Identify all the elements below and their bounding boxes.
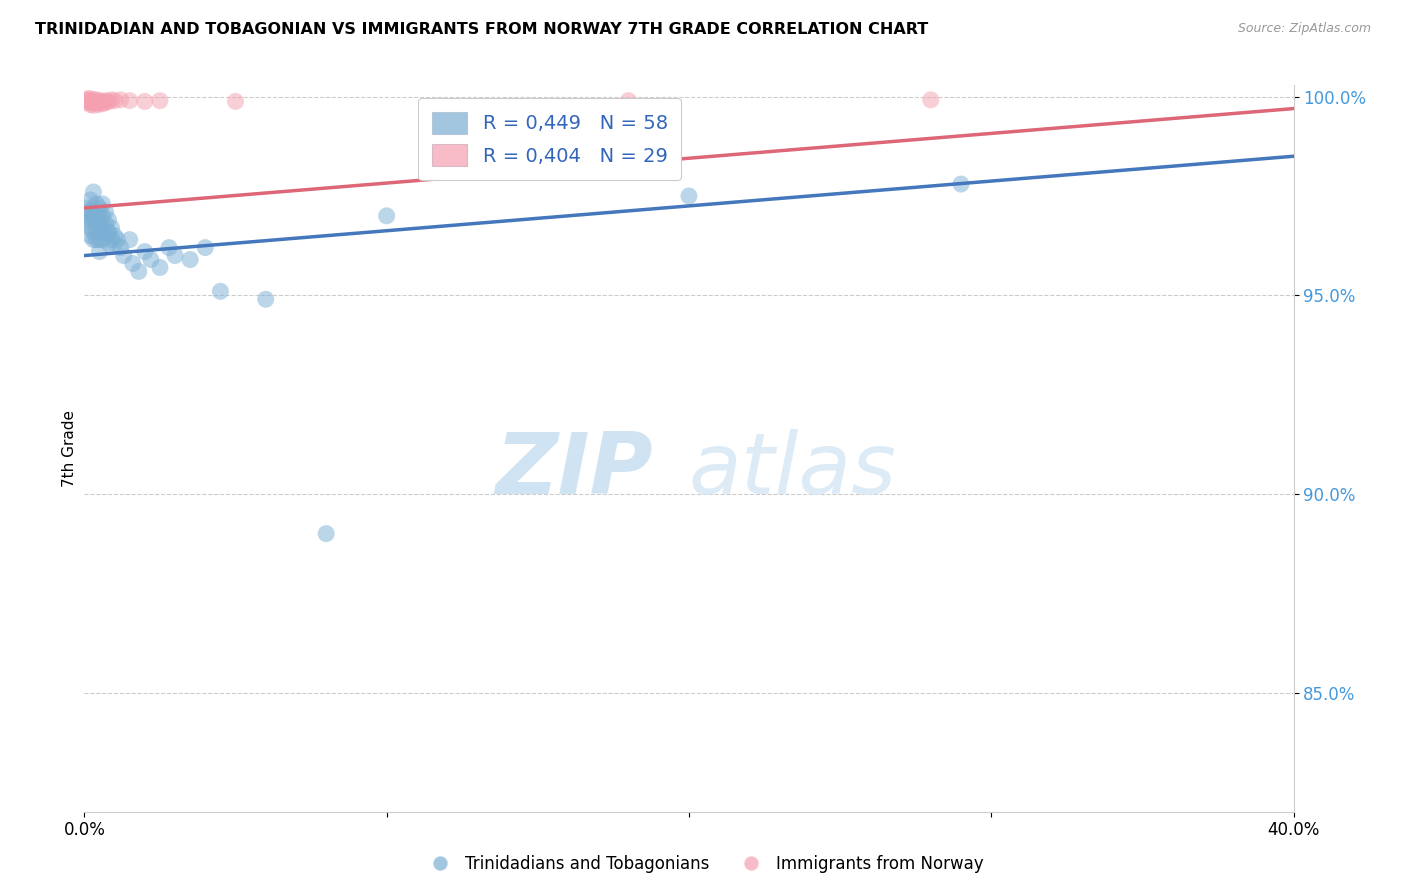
Y-axis label: 7th Grade: 7th Grade	[62, 409, 77, 487]
Point	[134, 244, 156, 259]
Point	[128, 264, 150, 278]
Point	[79, 92, 101, 106]
Point	[86, 205, 108, 219]
Point	[617, 94, 640, 108]
Point	[104, 228, 127, 243]
Point	[194, 241, 217, 255]
Point	[94, 217, 117, 231]
Point	[121, 256, 143, 270]
Point	[87, 97, 110, 112]
Point	[157, 241, 180, 255]
Point	[89, 95, 111, 110]
Point	[86, 93, 108, 107]
Point	[86, 197, 108, 211]
Point	[82, 185, 104, 199]
Point	[89, 209, 111, 223]
Point	[82, 233, 104, 247]
Legend: Trinidadians and Tobagonians, Immigrants from Norway: Trinidadians and Tobagonians, Immigrants…	[416, 848, 990, 880]
Point	[77, 94, 100, 108]
Point	[94, 95, 117, 110]
Point	[76, 201, 98, 215]
Point	[104, 94, 127, 108]
Point	[315, 526, 337, 541]
Point	[209, 285, 232, 299]
Point	[87, 217, 110, 231]
Point	[165, 249, 187, 263]
Point	[110, 241, 132, 255]
Point	[89, 233, 111, 247]
Point	[79, 220, 101, 235]
Point	[97, 225, 120, 239]
Point	[920, 93, 942, 107]
Point	[89, 244, 111, 259]
Point	[79, 193, 101, 207]
Point	[118, 94, 141, 108]
Point	[97, 95, 120, 109]
Point	[79, 97, 101, 112]
Point	[149, 260, 172, 275]
Point	[225, 95, 247, 109]
Point	[110, 93, 132, 107]
Point	[84, 209, 107, 223]
Point	[950, 177, 973, 191]
Point	[86, 212, 108, 227]
Point	[86, 95, 108, 110]
Point	[375, 209, 398, 223]
Point	[149, 94, 172, 108]
Point	[89, 201, 111, 215]
Point	[118, 233, 141, 247]
Point	[100, 93, 122, 107]
Point	[104, 236, 127, 251]
Point	[179, 252, 201, 267]
Point	[82, 212, 104, 227]
Text: atlas: atlas	[689, 428, 897, 511]
Point	[254, 292, 277, 306]
Point	[86, 225, 108, 239]
Point	[75, 94, 97, 108]
Point	[107, 233, 129, 247]
Point	[134, 95, 156, 109]
Point	[96, 225, 118, 239]
Point	[76, 212, 98, 227]
Point	[82, 201, 104, 215]
Point	[79, 95, 101, 109]
Point	[86, 233, 108, 247]
Point	[82, 98, 104, 112]
Point	[89, 94, 111, 108]
Text: ZIP: ZIP	[495, 428, 652, 511]
Point	[73, 215, 96, 229]
Point	[91, 197, 114, 211]
Point	[94, 205, 117, 219]
Point	[82, 95, 104, 110]
Text: Source: ZipAtlas.com: Source: ZipAtlas.com	[1237, 22, 1371, 36]
Point	[76, 95, 98, 110]
Point	[100, 220, 122, 235]
Point	[97, 212, 120, 227]
Point	[91, 209, 114, 223]
Point	[112, 249, 135, 263]
Point	[79, 228, 101, 243]
Text: TRINIDADIAN AND TOBAGONIAN VS IMMIGRANTS FROM NORWAY 7TH GRADE CORRELATION CHART: TRINIDADIAN AND TOBAGONIAN VS IMMIGRANTS…	[35, 22, 928, 37]
Point	[91, 220, 114, 235]
Point	[77, 205, 100, 219]
Point	[91, 95, 114, 109]
Legend: R = 0,449   N = 58, R = 0,404   N = 29: R = 0,449 N = 58, R = 0,404 N = 29	[419, 98, 682, 180]
Point	[89, 220, 111, 235]
Point	[79, 209, 101, 223]
Point	[100, 233, 122, 247]
Point	[91, 96, 114, 111]
Point	[82, 93, 104, 107]
Point	[82, 225, 104, 239]
Point	[678, 189, 700, 203]
Point	[91, 233, 114, 247]
Point	[97, 236, 120, 251]
Point	[76, 92, 98, 106]
Point	[139, 252, 162, 267]
Point	[94, 94, 117, 108]
